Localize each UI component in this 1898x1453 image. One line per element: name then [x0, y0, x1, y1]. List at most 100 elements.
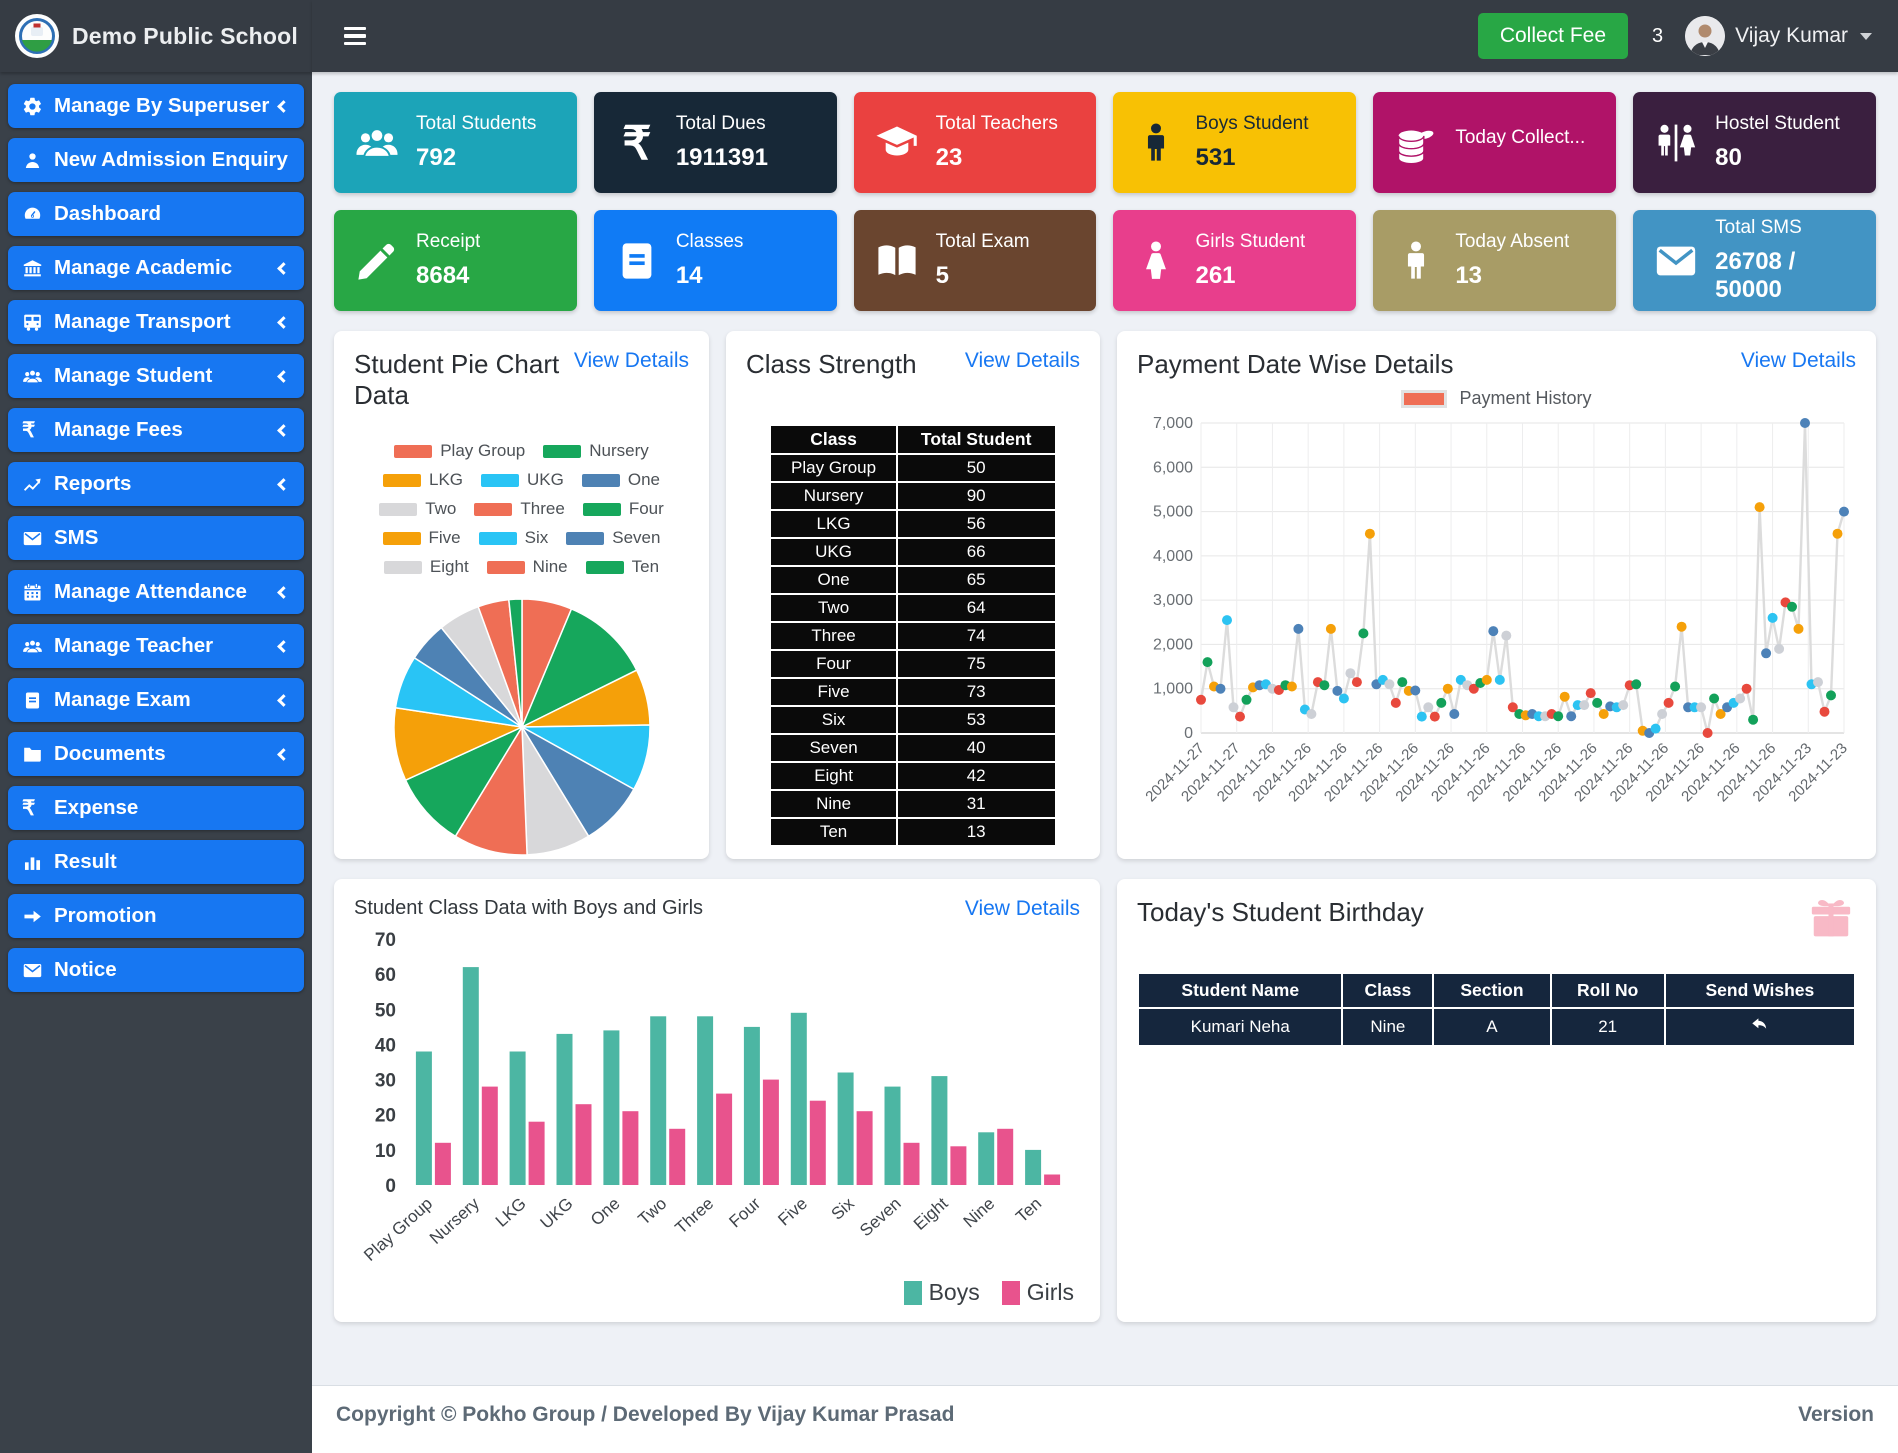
pie-legend-item: Six — [478, 528, 549, 548]
table-cell: Three — [769, 621, 898, 651]
sidebar-item-expense[interactable]: ₹ Expense — [8, 786, 304, 830]
table-cell: 53 — [895, 705, 1057, 735]
collect-fee-button[interactable]: Collect Fee — [1477, 13, 1629, 59]
legend-label: One — [627, 470, 660, 489]
bar-view-details-link[interactable]: View Details — [964, 897, 1080, 920]
stat-card-total-students[interactable]: Total Students 792 — [334, 92, 577, 193]
top-navbar: Collect Fee 3 Vijay Kumar — [312, 0, 1898, 72]
stat-card-today-collect[interactable]: Today Collect... — [1373, 92, 1617, 193]
sidebar-item-label: Manage Student — [54, 364, 213, 387]
svg-text:Play Group: Play Group — [360, 1194, 436, 1265]
sidebar-item-reports[interactable]: Reports — [8, 462, 304, 506]
table-cell: LKG — [769, 509, 898, 539]
sidebar-item-result[interactable]: Result — [8, 840, 304, 884]
table-header-row: Class Total Student — [769, 424, 1057, 455]
sidebar-item-manage-academic[interactable]: Manage Academic — [8, 246, 304, 290]
sidebar-item-manage-attendance[interactable]: Manage Attendance — [8, 570, 304, 614]
pencil-icon — [350, 238, 404, 284]
payment-view-details-link[interactable]: View Details — [1740, 349, 1856, 372]
sidebar-item-manage-teacher[interactable]: Manage Teacher — [8, 624, 304, 668]
table-cell: 66 — [895, 537, 1057, 567]
table-cell: 74 — [895, 621, 1057, 651]
legend-label: Six — [524, 528, 549, 547]
stat-card-receipt[interactable]: Receipt 8684 — [334, 210, 577, 311]
table-row: Play Group 50 — [769, 453, 1057, 483]
topbar-right: Collect Fee 3 Vijay Kumar — [1477, 13, 1872, 59]
table-cell: Two — [769, 593, 898, 623]
stat-card-girls-student[interactable]: Girls Student 261 — [1113, 210, 1357, 311]
stat-card-label: Boys Student — [1195, 113, 1309, 134]
bar-chart-card: Student Class Data with Boys and Girls V… — [334, 879, 1100, 1322]
legend-swatch — [581, 473, 620, 487]
stat-card-value: 14 — [675, 262, 703, 289]
person-icon — [22, 150, 54, 171]
sidebar-toggle-button[interactable] — [338, 21, 372, 51]
pie-view-details-link[interactable]: View Details — [573, 349, 689, 372]
svg-text:0: 0 — [385, 1176, 396, 1197]
table-row: One 65 — [769, 565, 1057, 595]
table-cell: 65 — [895, 565, 1057, 595]
stat-card-total-exam[interactable]: Total Exam 5 — [853, 210, 1097, 311]
table-cell: 13 — [895, 817, 1057, 847]
pie-legend-item: Eight — [383, 557, 469, 577]
sidebar-item-sms[interactable]: SMS — [8, 516, 304, 560]
class-strength-view-details-link[interactable]: View Details — [964, 349, 1080, 372]
sidebar-item-manage-by-superuser[interactable]: Manage By Superuser — [8, 84, 304, 128]
user-menu[interactable]: Vijay Kumar — [1685, 16, 1872, 56]
calendar-notification[interactable]: 3 — [1650, 25, 1663, 48]
table-row: Nine 31 — [769, 789, 1057, 819]
table-row: Six 53 — [769, 705, 1057, 735]
charts-row: Student Pie Chart Data View Details Play… — [334, 331, 1876, 859]
caret-down-icon — [1860, 32, 1872, 40]
table-cell: 73 — [895, 677, 1057, 707]
svg-text:UKG: UKG — [537, 1194, 577, 1233]
column-header: Class — [769, 424, 898, 455]
gift-icon — [1808, 895, 1854, 946]
sidebar-item-promotion[interactable]: Promotion — [8, 894, 304, 938]
payment-card-title: Payment Date Wise Details — [1137, 349, 1454, 379]
stat-card-value: 23 — [935, 144, 963, 171]
sidebar-item-manage-transport[interactable]: Manage Transport — [8, 300, 304, 344]
sidebar-item-new-admission-enquiry[interactable]: New Admission Enquiry — [8, 138, 304, 182]
svg-text:30: 30 — [375, 1071, 396, 1092]
stat-card-today-absent[interactable]: Today Absent 13 — [1373, 210, 1617, 311]
svg-text:70: 70 — [375, 930, 396, 951]
sidebar-item-manage-fees[interactable]: ₹ Manage Fees — [8, 408, 304, 452]
stat-card-boys-student[interactable]: Boys Student 531 — [1113, 92, 1357, 193]
footer: Copyright © Pokho Group / Developed By V… — [312, 1385, 1898, 1453]
legend-label: UKG — [527, 470, 564, 489]
stat-cards: Total Students 792 ₹ Total Dues 1911391 … — [334, 92, 1876, 311]
table-row: UKG 66 — [769, 537, 1057, 567]
sidebar-item-manage-exam[interactable]: Manage Exam — [8, 678, 304, 722]
sidebar-item-documents[interactable]: Documents — [8, 732, 304, 776]
send-wishes-button[interactable] — [1750, 1015, 1769, 1034]
legend-swatch — [481, 473, 520, 487]
payment-legend-swatch — [1401, 389, 1448, 408]
sidebar-item-notice[interactable]: Notice — [8, 948, 304, 992]
stat-card-value: 8684 — [416, 262, 470, 289]
sidebar-item-label: Manage By Superuser — [54, 94, 270, 117]
gear-icon — [22, 96, 54, 117]
sidebar-item-dashboard[interactable]: Dashboard — [8, 192, 304, 236]
stat-card-total-sms[interactable]: Total SMS 26708 / 50000 — [1633, 210, 1876, 311]
sidebar-item-label: SMS — [54, 526, 99, 549]
stat-card-total-dues[interactable]: ₹ Total Dues 1911391 — [593, 92, 837, 193]
sidebar-item-manage-student[interactable]: Manage Student — [8, 354, 304, 398]
sidebar-brand: Demo Public School — [0, 0, 312, 72]
legend-swatch — [543, 444, 582, 458]
chevron-left-icon — [277, 585, 290, 599]
table-row: Ten 13 — [769, 817, 1057, 847]
stat-card-classes[interactable]: Classes 14 — [593, 210, 837, 311]
chevron-left-icon — [277, 261, 290, 275]
stat-card-label: Receipt — [416, 231, 481, 252]
stat-card-hostel-student[interactable]: Hostel Student 80 — [1633, 92, 1876, 193]
legend-swatch — [379, 502, 418, 516]
svg-text:Three: Three — [672, 1194, 718, 1238]
stat-card-label: Total SMS — [1715, 217, 1802, 238]
stat-card-total-teachers[interactable]: Total Teachers 23 — [853, 92, 1097, 193]
table-cell: 31 — [895, 789, 1057, 819]
svg-text:Two: Two — [635, 1194, 671, 1229]
pie-legend-item: Seven — [566, 528, 660, 548]
folder-icon — [22, 744, 54, 765]
